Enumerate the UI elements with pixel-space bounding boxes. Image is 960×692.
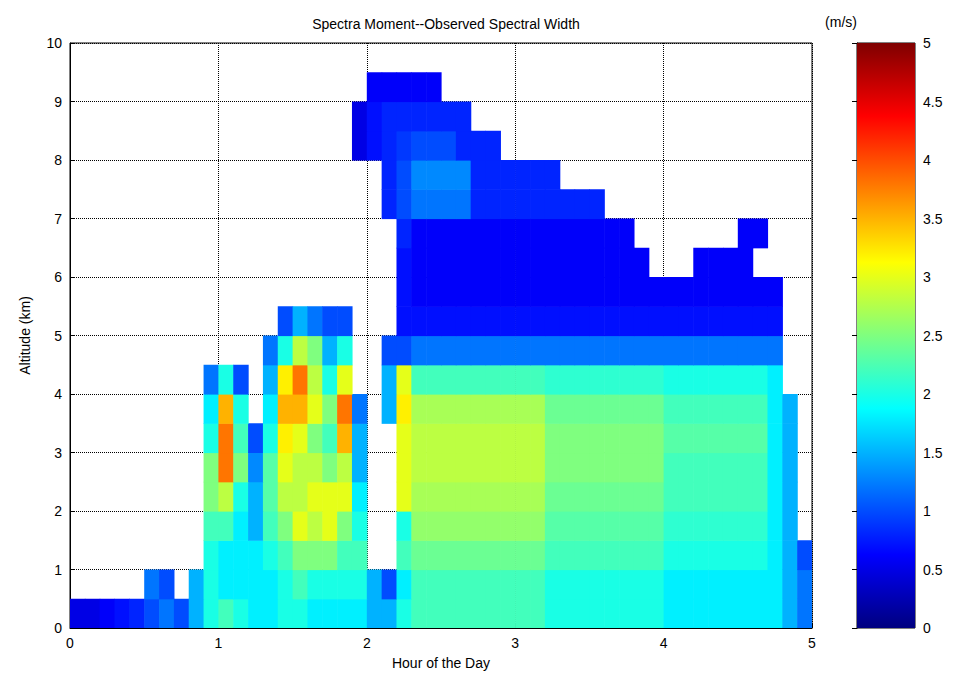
svg-text:2: 2 <box>923 386 931 402</box>
svg-text:1.5: 1.5 <box>923 445 943 461</box>
svg-text:2: 2 <box>363 635 371 651</box>
svg-text:9: 9 <box>54 94 62 110</box>
svg-text:2: 2 <box>54 503 62 519</box>
svg-text:4.5: 4.5 <box>923 94 943 110</box>
svg-text:5: 5 <box>808 635 816 651</box>
svg-text:5: 5 <box>923 35 931 51</box>
svg-text:7: 7 <box>54 211 62 227</box>
svg-text:0: 0 <box>66 635 74 651</box>
svg-text:3: 3 <box>923 269 931 285</box>
svg-text:5: 5 <box>54 328 62 344</box>
svg-text:8: 8 <box>54 152 62 168</box>
svg-text:4: 4 <box>923 152 931 168</box>
svg-text:4: 4 <box>54 386 62 402</box>
svg-text:4: 4 <box>660 635 668 651</box>
svg-text:Altitude (km): Altitude (km) <box>17 296 33 375</box>
svg-text:Spectra Moment--Observed Spect: Spectra Moment--Observed Spectral Width <box>312 16 580 32</box>
svg-text:(m/s): (m/s) <box>825 14 857 30</box>
svg-text:3: 3 <box>54 445 62 461</box>
svg-text:1: 1 <box>923 503 931 519</box>
svg-text:0: 0 <box>923 620 931 636</box>
svg-text:0.5: 0.5 <box>923 562 943 578</box>
svg-text:10: 10 <box>46 35 62 51</box>
svg-text:6: 6 <box>54 269 62 285</box>
svg-text:3: 3 <box>511 635 519 651</box>
svg-text:2.5: 2.5 <box>923 328 943 344</box>
svg-text:Hour of the Day: Hour of the Day <box>392 655 490 671</box>
svg-text:1: 1 <box>215 635 223 651</box>
svg-text:3.5: 3.5 <box>923 211 943 227</box>
svg-text:1: 1 <box>54 562 62 578</box>
svg-text:0: 0 <box>54 620 62 636</box>
